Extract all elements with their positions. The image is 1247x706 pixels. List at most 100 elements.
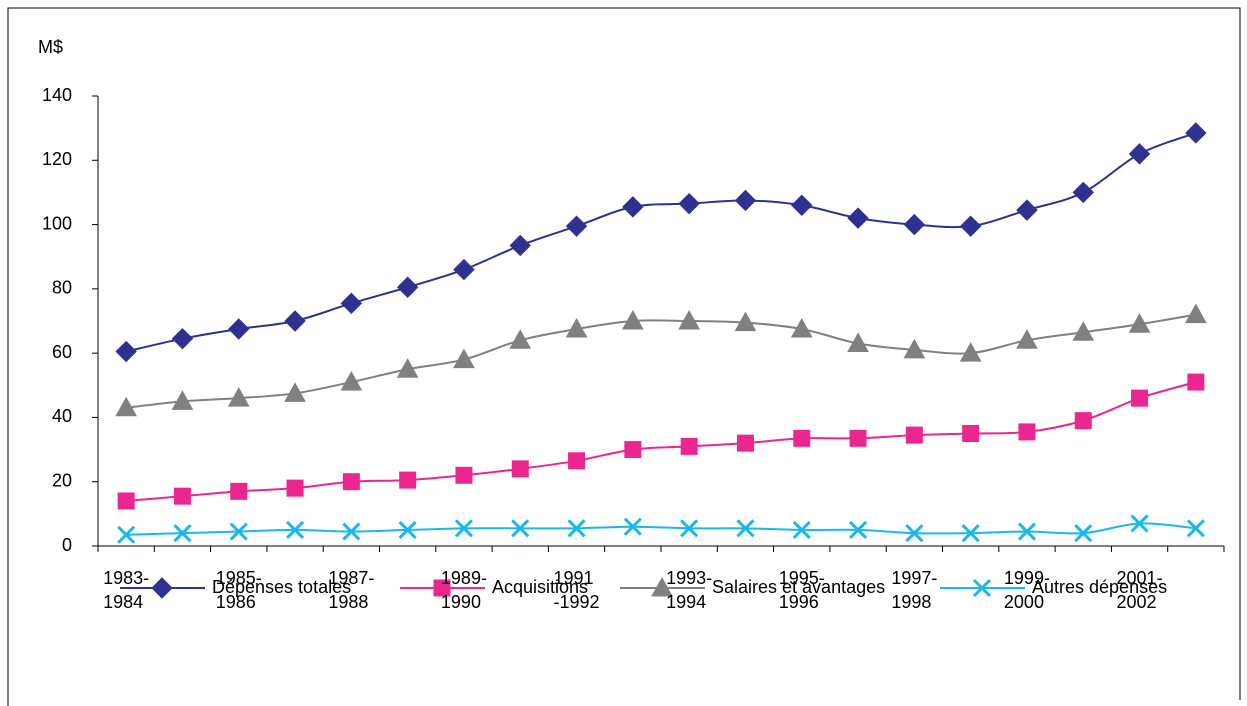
marker xyxy=(453,258,475,281)
legend-label: Dépenses totales xyxy=(212,577,351,597)
marker xyxy=(286,479,304,497)
marker xyxy=(173,524,192,543)
marker xyxy=(1016,199,1038,221)
marker xyxy=(1128,143,1151,165)
marker xyxy=(962,425,980,442)
marker xyxy=(568,452,586,470)
marker xyxy=(229,522,248,541)
marker xyxy=(285,520,305,539)
x-tick-label: 1997- 1998 xyxy=(891,568,938,612)
marker xyxy=(117,492,135,510)
marker xyxy=(454,519,474,538)
y-tick-label: 40 xyxy=(52,406,72,426)
marker xyxy=(1186,519,1205,538)
y-tick-label: 100 xyxy=(42,213,72,233)
marker xyxy=(961,524,980,543)
marker xyxy=(511,460,529,478)
marker xyxy=(848,520,868,539)
marker xyxy=(680,519,699,538)
x-tick-label: 2001- 2002 xyxy=(1116,568,1163,612)
marker xyxy=(1185,122,1207,144)
marker xyxy=(230,482,248,500)
marker xyxy=(1017,522,1037,541)
marker xyxy=(1072,321,1095,341)
y-tick-label: 20 xyxy=(52,470,72,490)
marker xyxy=(340,292,363,315)
marker xyxy=(972,578,992,598)
marker xyxy=(847,207,869,229)
marker xyxy=(905,426,923,444)
marker xyxy=(1128,313,1151,333)
marker xyxy=(1131,389,1149,407)
marker xyxy=(1016,329,1038,349)
marker xyxy=(1018,423,1036,441)
marker xyxy=(151,577,173,599)
marker xyxy=(399,471,417,489)
legend-label: Salaires et avantages xyxy=(712,577,885,597)
marker xyxy=(793,429,811,447)
marker xyxy=(117,525,136,544)
marker xyxy=(396,358,419,378)
marker xyxy=(903,213,926,236)
x-tick-label: 1989- 1990 xyxy=(440,568,487,612)
y-axis-label: M$ xyxy=(38,37,63,57)
marker xyxy=(1072,181,1094,204)
x-tick-label: 1985- 1986 xyxy=(215,568,262,612)
marker xyxy=(651,576,673,597)
marker xyxy=(624,441,642,459)
marker xyxy=(734,189,757,212)
marker xyxy=(398,520,417,539)
legend-label: Autres dépenses xyxy=(1032,577,1167,597)
marker xyxy=(678,309,700,330)
y-tick-label: 80 xyxy=(52,278,72,298)
marker xyxy=(849,429,867,447)
marker xyxy=(791,194,813,216)
y-tick-label: 120 xyxy=(42,149,72,169)
marker xyxy=(734,311,757,332)
marker xyxy=(903,338,926,359)
marker xyxy=(228,318,250,340)
marker xyxy=(511,519,530,538)
y-tick-label: 60 xyxy=(52,342,72,362)
legend-label: Acquisitions xyxy=(492,577,588,597)
x-tick-label: 1993- 1994 xyxy=(666,568,713,612)
marker xyxy=(455,466,473,484)
marker xyxy=(622,196,644,218)
marker xyxy=(171,327,194,350)
marker xyxy=(567,519,586,538)
marker xyxy=(115,396,137,417)
marker xyxy=(342,473,360,491)
marker xyxy=(792,520,811,539)
marker xyxy=(342,522,361,541)
x-tick-label: 1995- 1996 xyxy=(778,568,825,612)
marker xyxy=(340,371,363,391)
marker xyxy=(433,579,451,597)
series-line xyxy=(126,522,1196,536)
marker xyxy=(284,310,306,332)
marker xyxy=(678,192,700,215)
marker xyxy=(396,276,419,298)
marker xyxy=(509,234,531,257)
marker xyxy=(959,215,982,237)
marker xyxy=(736,519,755,538)
marker xyxy=(1074,412,1092,430)
x-tick-label: 1987- 1988 xyxy=(328,568,375,612)
marker xyxy=(453,348,475,369)
marker xyxy=(847,332,869,352)
marker xyxy=(1185,303,1207,324)
x-tick-label: 1991 -1992 xyxy=(553,568,600,612)
marker xyxy=(1130,514,1149,533)
marker xyxy=(173,487,191,505)
marker xyxy=(959,342,982,362)
marker xyxy=(227,387,250,407)
marker xyxy=(680,437,698,455)
series-line xyxy=(126,313,1197,409)
marker xyxy=(736,434,754,452)
y-tick-label: 140 xyxy=(42,85,72,105)
marker xyxy=(284,382,306,402)
marker xyxy=(115,340,137,363)
marker xyxy=(790,318,813,338)
marker xyxy=(565,215,588,237)
marker xyxy=(905,524,924,543)
